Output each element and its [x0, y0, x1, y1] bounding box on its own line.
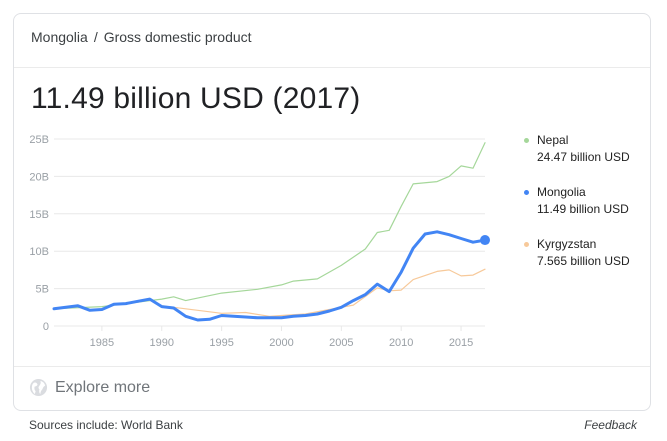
globe-icon	[29, 378, 48, 397]
legend-item-nepal[interactable]: Nepal 24.47 billion USD	[523, 132, 648, 166]
x-tick-label: 2010	[389, 337, 413, 349]
header-divider	[14, 67, 650, 68]
y-tick-label: 25B	[29, 134, 49, 146]
y-tick-label: 15B	[29, 209, 49, 221]
breadcrumb: Mongolia / Gross domestic product	[31, 29, 252, 45]
breadcrumb-country[interactable]: Mongolia	[31, 29, 88, 45]
chart-legend: Nepal 24.47 billion USD Mongolia 11.49 b…	[523, 132, 648, 288]
series-line-nepal	[53, 142, 486, 310]
x-tick-label: 2000	[269, 337, 293, 349]
legend-item-kyrgyzstan[interactable]: Kyrgyzstan 7.565 billion USD	[523, 236, 648, 270]
y-tick-label: 0	[43, 321, 49, 333]
x-tick-label: 2015	[449, 337, 473, 349]
series-line-mongolia	[52, 230, 487, 322]
legend-dot-kyrgyzstan	[524, 242, 529, 247]
gdp-line-chart[interactable]: 0 5B 10B 15B 20B 25B 1985 1990 1995 2000 2005 2010 2…	[14, 14, 651, 411]
x-tick-label: 2005	[329, 337, 353, 349]
x-tick-label: 1990	[150, 337, 174, 349]
explore-more-label: Explore more	[55, 378, 151, 396]
breadcrumb-topic: Gross domestic product	[103, 29, 252, 45]
legend-item-mongolia[interactable]: Mongolia 11.49 billion USD	[523, 184, 648, 218]
mongolia-latest-point	[480, 235, 490, 246]
headline-value: 11.49 billion USD (2017)	[31, 82, 361, 115]
footer-divider	[14, 366, 650, 367]
breadcrumb-separator: /	[93, 29, 98, 45]
y-tick-label: 10B	[29, 246, 49, 258]
feedback-link[interactable]: Feedback	[584, 418, 637, 432]
explore-more-link[interactable]: Explore more	[29, 378, 150, 397]
legend-value: 11.49 billion USD	[537, 202, 629, 216]
legend-name: Mongolia	[537, 185, 586, 199]
y-tick-label: 20B	[29, 171, 49, 183]
gdp-card: Mongolia / Gross domestic product 11.49 bi…	[13, 13, 651, 411]
legend-value: 7.565 billion USD	[537, 254, 630, 268]
x-tick-label: 1995	[209, 337, 233, 349]
y-tick-label: 5B	[36, 284, 49, 296]
legend-name: Kyrgyzstan	[537, 237, 597, 251]
sources-text: Sources include: World Bank	[29, 418, 183, 432]
legend-name: Nepal	[537, 133, 569, 147]
legend-dot-mongolia	[524, 190, 529, 195]
x-tick-label: 1985	[90, 337, 114, 349]
legend-value: 24.47 billion USD	[537, 150, 630, 164]
series-line-kyrgyzstan	[161, 268, 486, 317]
legend-dot-nepal	[524, 138, 529, 143]
